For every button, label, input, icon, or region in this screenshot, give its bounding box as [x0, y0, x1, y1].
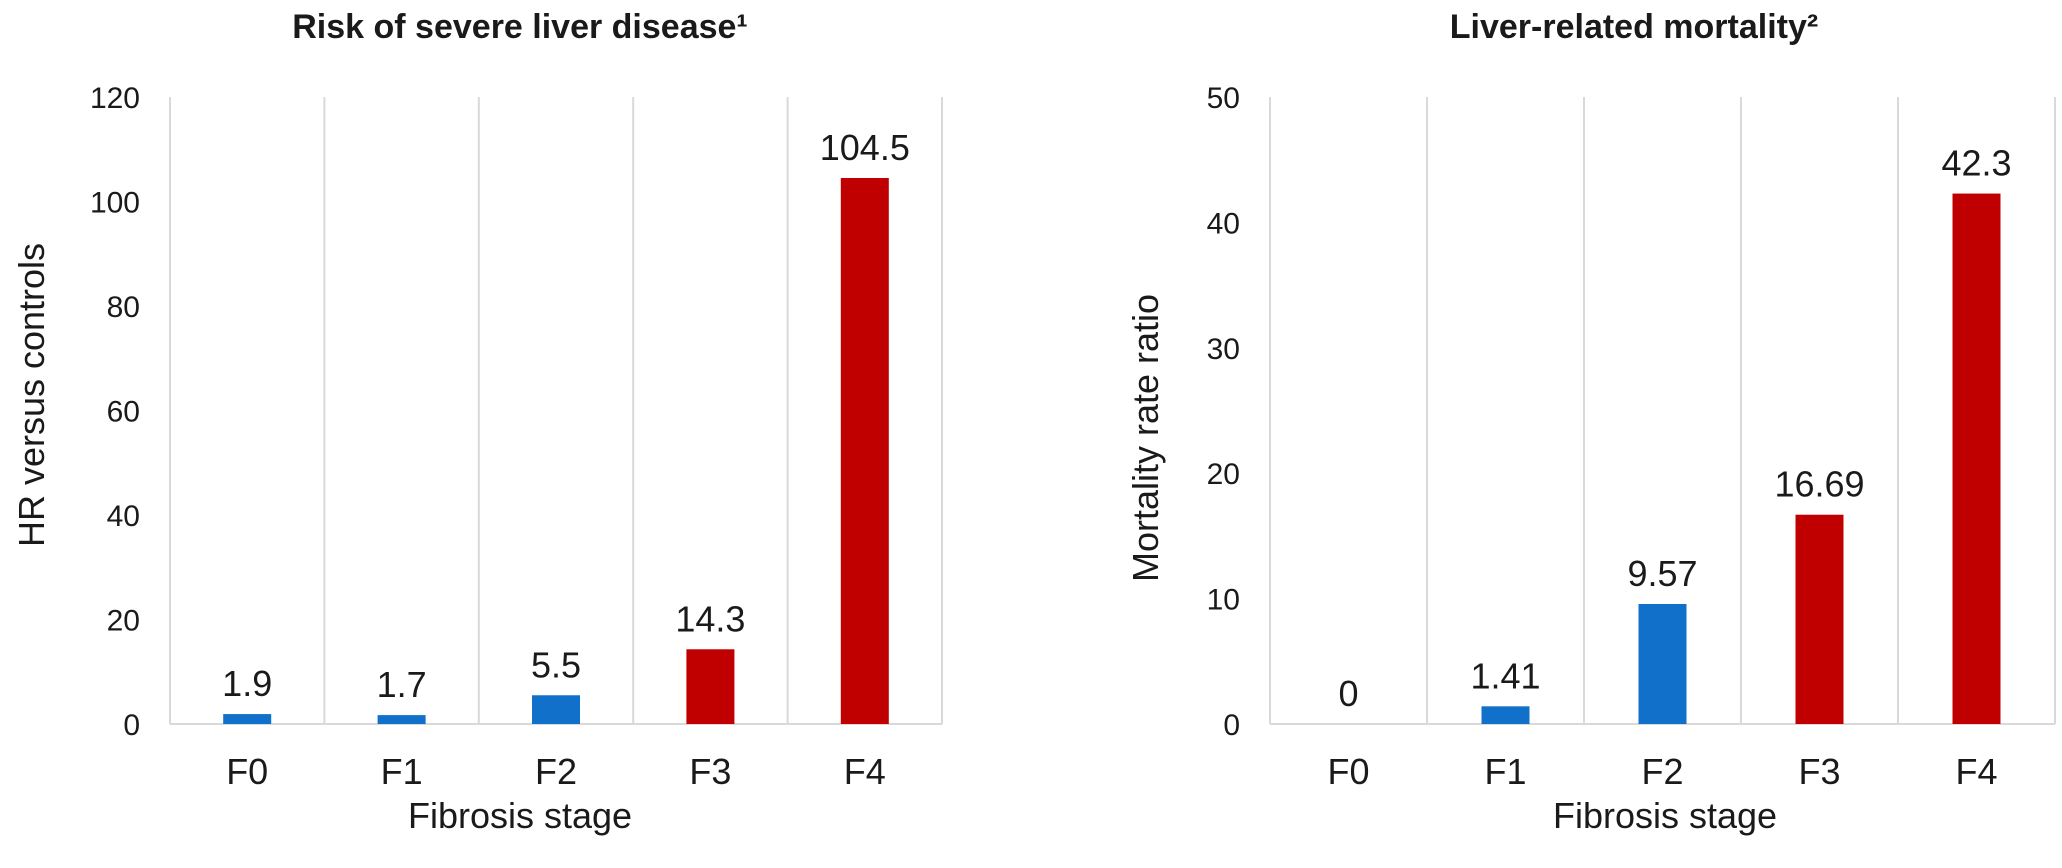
y-tick-label: 40: [1207, 207, 1240, 240]
bar-f4: [1952, 193, 2001, 725]
data-label: 0: [1338, 673, 1358, 714]
chart-title: Liver-related mortality²: [1450, 8, 1818, 46]
y-tick-label: 20: [107, 605, 140, 638]
x-tick-label: F1: [381, 751, 423, 792]
bar-f3: [686, 649, 735, 724]
x-axis-label: Fibrosis stage: [408, 795, 632, 836]
y-tick-label: 80: [107, 291, 140, 324]
chart-severe-liver-disease: Risk of severe liver disease¹ HR versus …: [11, 8, 943, 836]
data-label: 9.57: [1627, 553, 1697, 594]
y-axis-label: HR versus controls: [11, 243, 52, 547]
bar-f1: [377, 715, 426, 724]
x-tick-label: F4: [844, 751, 886, 792]
bar-f2: [532, 695, 580, 724]
bar-f1: [1481, 706, 1530, 724]
y-tick-label: 100: [90, 187, 140, 220]
data-label: 16.69: [1774, 464, 1864, 505]
bar-f4: [840, 177, 889, 725]
y-tick-label: 60: [107, 396, 140, 429]
data-label: 5.5: [531, 644, 581, 685]
x-tick-label: F2: [535, 751, 577, 792]
data-label: 1.41: [1470, 655, 1540, 696]
data-label: 1.9: [222, 663, 272, 704]
x-axis-label: Fibrosis stage: [1553, 795, 1777, 836]
x-tick-label: F4: [1955, 751, 1997, 792]
x-tick-label: F1: [1484, 751, 1526, 792]
y-tick-label: 10: [1207, 584, 1240, 617]
y-tick-label: 0: [1223, 709, 1240, 742]
data-label: 42.3: [1941, 143, 2011, 184]
data-label: 1.7: [377, 664, 427, 705]
x-tick-label: F3: [1798, 751, 1840, 792]
y-tick-label: 0: [123, 709, 140, 742]
data-label: 14.3: [675, 598, 745, 639]
y-tick-label: 40: [107, 500, 140, 533]
bar-f2: [1638, 603, 1687, 724]
y-tick-label: 20: [1207, 458, 1240, 491]
chart-liver-related-mortality: Liver-related mortality² Mortality rate …: [1125, 8, 2056, 836]
y-tick-label: 30: [1207, 333, 1240, 366]
y-tick-label: 50: [1207, 82, 1240, 115]
x-tick-label: F2: [1641, 751, 1683, 792]
y-tick-label: 120: [90, 82, 140, 115]
bar-f0: [223, 714, 272, 724]
x-tick-label: F0: [226, 751, 268, 792]
bar-f3: [1795, 514, 1844, 724]
y-axis-label: Mortality rate ratio: [1125, 294, 1166, 582]
x-tick-label: F3: [689, 751, 731, 792]
chart-title: Risk of severe liver disease¹: [292, 8, 748, 46]
data-label: 104.5: [820, 127, 910, 168]
x-tick-label: F0: [1327, 751, 1369, 792]
